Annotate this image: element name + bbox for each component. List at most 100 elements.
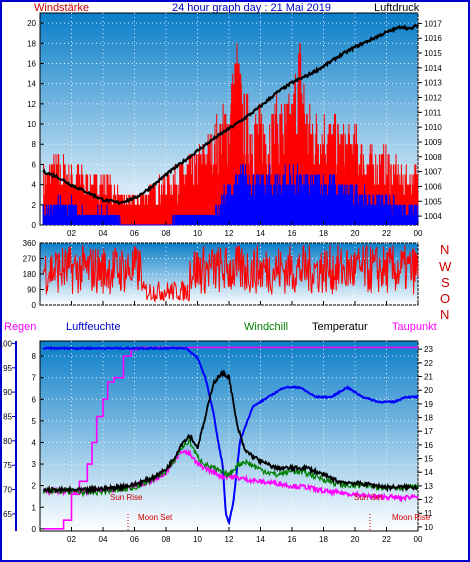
- plot1-x-tick-label: 14: [256, 229, 265, 238]
- plot1-x-tick-label: 22: [382, 229, 391, 238]
- humidity-y-tick-label: 100: [0, 339, 13, 348]
- temp-y-tick-label: 18: [424, 414, 433, 423]
- pressure-y-tick-label: 1013: [424, 79, 442, 88]
- wind-y-tick-label: 10: [27, 120, 36, 129]
- pressure-y-tick-label: 1014: [424, 64, 442, 73]
- pressure-series: [42, 23, 420, 206]
- direction-y-tick-label: 0: [32, 301, 37, 310]
- plot1-x-tick-label: 12: [225, 229, 234, 238]
- plot3-x-tick-label: 00: [414, 535, 423, 544]
- rain-y-tick-label: 8: [32, 352, 37, 361]
- humidity-y-tick-label: 80: [3, 437, 12, 446]
- wind-direction-series: [42, 244, 419, 303]
- rain-y-tick-label: 2: [32, 482, 37, 491]
- humidity-y-tick-label: 90: [3, 388, 12, 397]
- plot3-x-tick-label: 06: [130, 535, 139, 544]
- temp-y-tick-label: 17: [424, 427, 433, 436]
- humidity-y-tick-label: 95: [3, 364, 12, 373]
- humidity-series: [42, 345, 419, 526]
- wind-y-tick-label: 12: [27, 100, 36, 109]
- wind-y-tick-label: 6: [32, 160, 37, 169]
- plot1-x-tick-label: 02: [67, 229, 76, 238]
- humidity-y-tick-label: 65: [3, 510, 12, 519]
- rain-y-tick-label: 6: [32, 395, 37, 404]
- wind-y-tick-label: 8: [32, 140, 37, 149]
- plot3-x-tick-label: 02: [67, 535, 76, 544]
- moon-set-label: Moon Set: [138, 513, 173, 522]
- pressure-y-tick-label: 1011: [424, 108, 442, 117]
- temp-y-tick-label: 19: [424, 400, 433, 409]
- pressure-axis-label: Luftdruck: [374, 2, 420, 14]
- wind-y-tick-label: 2: [32, 201, 37, 210]
- rain-series: [43, 346, 418, 530]
- pressure-y-tick-label: 1004: [424, 212, 442, 221]
- plot3-x-tick-label: 10: [193, 535, 202, 544]
- direction-y-tick-label: 360: [23, 239, 37, 248]
- pressure-y-tick-label: 1017: [424, 19, 442, 28]
- direction-y-tick-label: 270: [23, 255, 37, 264]
- plot1-x-tick-label: 20: [351, 229, 360, 238]
- wind-y-tick-label: 4: [32, 181, 37, 190]
- sun-set-label: Sun Set: [354, 493, 383, 502]
- pressure-y-tick-label: 1010: [424, 123, 442, 132]
- compass-s: S: [441, 275, 450, 290]
- pressure-y-tick-label: 1012: [424, 94, 442, 103]
- temp-y-tick-label: 23: [424, 345, 433, 354]
- sun-rise-label: Sun Rise: [110, 493, 143, 502]
- moon-rise-label: Moon Rise: [392, 513, 431, 522]
- plot3-x-tick-label: 18: [319, 535, 328, 544]
- plot1-x-tick-label: 04: [99, 229, 108, 238]
- wind-axis-label: Windstärke: [34, 2, 89, 14]
- wind-y-tick-label: 16: [27, 59, 36, 68]
- temp-y-tick-label: 10: [424, 523, 433, 532]
- pressure-y-tick-label: 1005: [424, 197, 442, 206]
- plot1-x-tick-label: 08: [162, 229, 171, 238]
- rain-y-tick-label: 7: [32, 374, 37, 383]
- compass-n-bottom: N: [440, 307, 449, 322]
- wind-average-series: [42, 164, 419, 226]
- wind-y-tick-label: 20: [27, 19, 36, 28]
- plot3-x-tick-label: 08: [162, 535, 171, 544]
- compass-o: O: [440, 291, 450, 306]
- pressure-y-tick-label: 1008: [424, 153, 442, 162]
- temp-y-tick-label: 21: [424, 373, 433, 382]
- temp-y-tick-label: 22: [424, 359, 433, 368]
- compass-n-top: N: [440, 242, 449, 257]
- wind-y-tick-label: 18: [27, 39, 36, 48]
- temp-y-tick-label: 14: [424, 468, 433, 477]
- temp-y-tick-label: 11: [424, 509, 433, 518]
- plot1-x-tick-label: 00: [414, 229, 423, 238]
- graph-title: 24 hour graph day : 21 Mai 2019: [172, 2, 331, 14]
- windchill-series: [42, 436, 419, 498]
- plot3-x-tick-label: 14: [256, 535, 265, 544]
- humidity-label: Luftfeuchte: [66, 321, 120, 333]
- temperature-series: [42, 369, 419, 495]
- windchill-label: Windchill: [244, 321, 288, 333]
- pressure-y-tick-label: 1006: [424, 182, 442, 191]
- plot3-x-tick-label: 22: [382, 535, 391, 544]
- temperature-label: Temperatur: [312, 321, 368, 333]
- pressure-y-tick-label: 1007: [424, 168, 442, 177]
- compass-w: W: [439, 259, 452, 274]
- rain-label: Regen: [4, 321, 36, 333]
- plot1-x-tick-label: 06: [130, 229, 139, 238]
- humidity-y-tick-label: 75: [3, 461, 12, 470]
- plot1-x-tick-label: 16: [288, 229, 297, 238]
- humidity-temperature-plot: [39, 340, 419, 532]
- pressure-y-tick-label: 1009: [424, 138, 442, 147]
- humidity-y-tick-label: 85: [3, 413, 12, 422]
- plot3-x-tick-label: 16: [288, 535, 297, 544]
- temp-y-tick-label: 12: [424, 496, 433, 505]
- plot1-x-tick-label: 18: [319, 229, 328, 238]
- dewpoint-label: Taupunkt: [392, 321, 437, 333]
- humidity-y-tick-label: 70: [3, 486, 12, 495]
- pressure-y-tick-label: 1015: [424, 49, 442, 58]
- direction-y-tick-label: 180: [23, 270, 37, 279]
- temp-y-tick-label: 20: [424, 386, 433, 395]
- rain-y-tick-label: 4: [32, 438, 37, 447]
- rain-y-tick-label: 3: [32, 460, 37, 469]
- plot3-x-tick-label: 04: [99, 535, 108, 544]
- plot1-x-tick-label: 10: [193, 229, 202, 238]
- plot3-x-tick-label: 12: [225, 535, 234, 544]
